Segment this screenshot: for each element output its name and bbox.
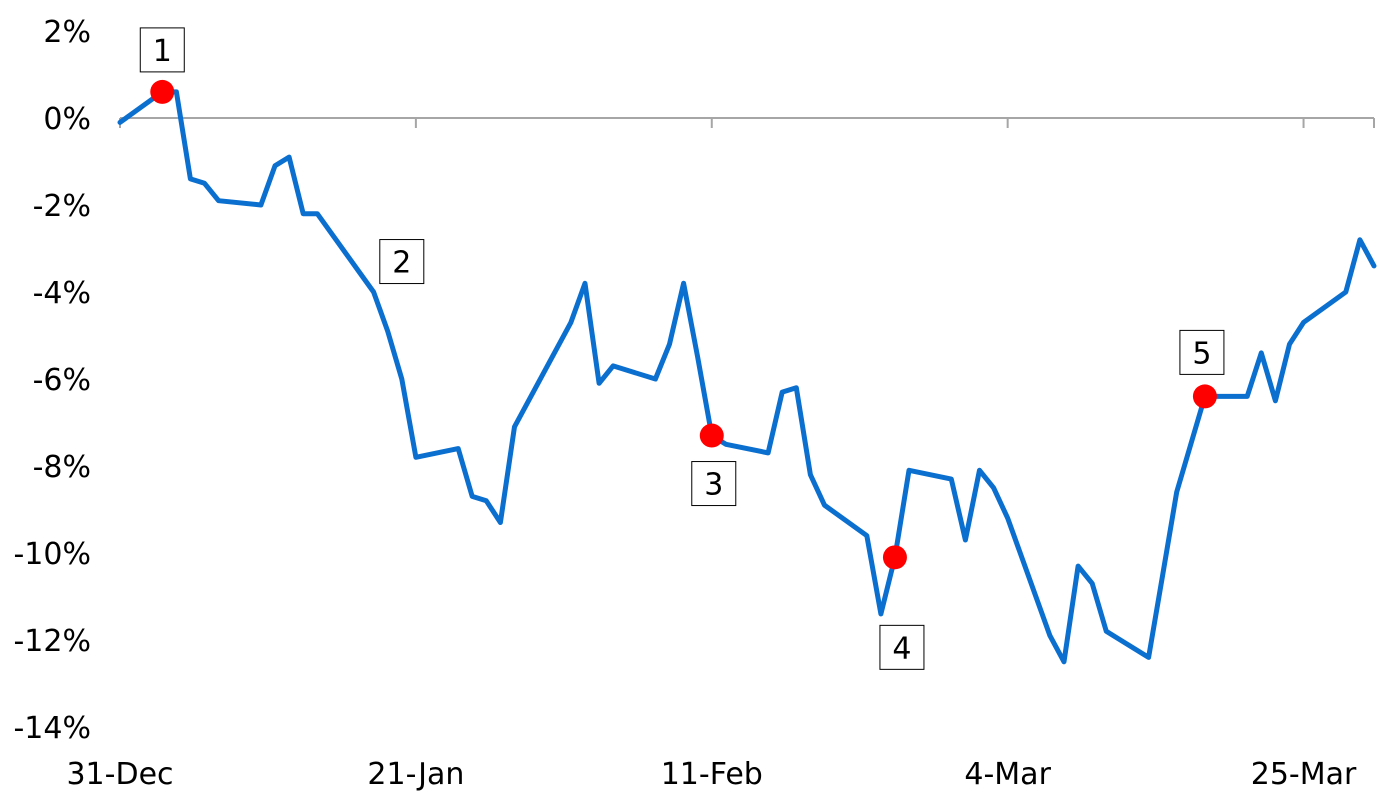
annotation-box (879, 624, 925, 670)
annotation-box (379, 239, 425, 285)
x-axis-labels: 31-Dec 21-Jan 11-Feb 4-Mar 25-Mar (66, 757, 1357, 792)
annotation-label: 5 (1192, 336, 1211, 371)
series-line (117, 89, 1377, 665)
annotation-marker (882, 545, 907, 570)
y-tick-label: -10% (13, 537, 91, 572)
annotation-box (139, 27, 185, 73)
series-layer (117, 89, 1377, 665)
x-tick-label: 11-Feb (661, 757, 763, 792)
annotation-box (1179, 329, 1225, 375)
x-axis (119, 117, 1375, 128)
annotation-marker (699, 423, 724, 448)
y-tick-label: 2% (43, 15, 91, 50)
x-tick-label: 31-Dec (66, 757, 173, 792)
y-tick-label: -6% (33, 363, 91, 398)
y-tick-label: -8% (33, 450, 91, 485)
x-tick-label: 21-Jan (367, 757, 464, 792)
x-tick-label: 4-Mar (964, 757, 1051, 792)
y-axis-labels: 2% 0% -2% -4% -6% -8% -10% -12% -14% (13, 15, 91, 746)
y-tick-label: -14% (13, 711, 91, 746)
annotation-marker (150, 79, 175, 104)
annotation-layer: 1 2 3 4 5 (139, 27, 1225, 670)
x-tick-label: 25-Mar (1251, 757, 1357, 792)
y-tick-label: -12% (13, 624, 91, 659)
annotation-label: 3 (704, 468, 723, 503)
annotation-marker (1192, 384, 1217, 409)
annotation-label: 1 (153, 34, 172, 69)
y-tick-label: 0% (43, 102, 91, 137)
y-tick-label: -4% (33, 276, 91, 311)
annotation-box (691, 461, 737, 507)
y-tick-label: -2% (33, 189, 91, 224)
annotation-label: 2 (392, 246, 411, 281)
annotation-label: 4 (892, 631, 911, 666)
